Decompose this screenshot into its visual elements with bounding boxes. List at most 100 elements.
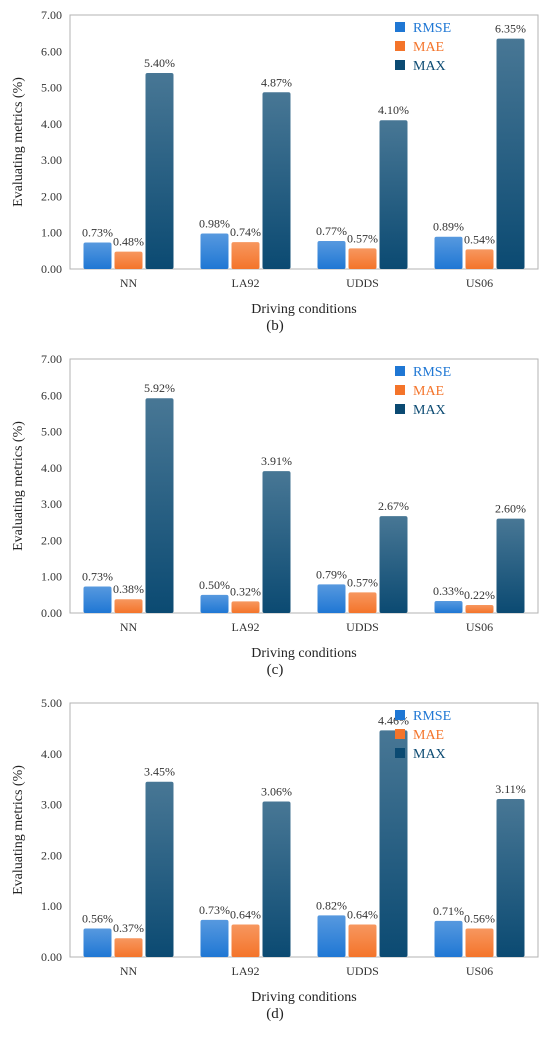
chart-c-legend-swatch-max	[395, 404, 405, 414]
chart-c-bar-max	[145, 398, 174, 613]
chart-d-data-label: 0.82%	[316, 898, 347, 912]
chart-b-data-label: 4.87%	[261, 75, 292, 89]
chart-c-legend-swatch-mae	[395, 385, 405, 395]
chart-d-bar-mae	[231, 924, 260, 957]
chart-b-plot: 0.00 1.00 2.00 3.00 4.00 5.00 6.00 7.00 Evaluati…	[11, 8, 539, 317]
chart-b-bar-max	[262, 92, 291, 269]
chart-c-legend-swatch-rmse	[395, 366, 405, 376]
chart-d-bar-rmse	[200, 919, 229, 957]
chart-b-xtick-label: US06	[466, 276, 493, 290]
chart-d-bar-rmse	[317, 915, 346, 957]
chart-b-data-label: 0.57%	[347, 231, 378, 245]
chart-b-bar-mae	[231, 242, 260, 269]
chart-d-data-label: 0.37%	[113, 921, 144, 935]
chart-d-bar-max	[262, 801, 291, 957]
chart-c-data-label: 0.57%	[347, 575, 378, 589]
chart-c-data-label: 2.60%	[495, 502, 526, 516]
chart-c-xtick-label: NN	[120, 620, 138, 634]
chart-b-bar-max	[379, 120, 408, 269]
chart-b-legend-label-mae: MAE	[413, 40, 444, 55]
chart-d-bar-max	[379, 730, 408, 957]
chart-d-legend-label-max: MAX	[413, 747, 446, 762]
chart-b-bar-mae	[114, 251, 143, 269]
chart-c-xtick-label: US06	[466, 620, 493, 634]
chart-c-bar-rmse	[200, 594, 229, 613]
chart-b-data-label: 6.35%	[495, 22, 526, 36]
chart-b-xtick-label: LA92	[232, 276, 260, 290]
chart-b-ytick-label: 3.00	[41, 153, 62, 167]
chart-d-xtick-label: NN	[120, 964, 138, 978]
chart-c-xtick-label: UDDS	[346, 620, 379, 634]
chart-c-data-label: 5.92%	[144, 381, 175, 395]
chart-d-bar-max	[145, 781, 174, 957]
chart-d-bar-mae	[348, 924, 377, 957]
chart-c-data-label: 2.67%	[378, 499, 409, 513]
chart-b-bar-max	[496, 38, 525, 270]
chart-b-bar-mae	[348, 248, 377, 269]
chart-b-ytick-label: 7.00	[41, 8, 62, 22]
chart-d-ytick-label: 5.00	[41, 696, 62, 710]
chart-d-data-label: 3.11%	[495, 782, 526, 796]
chart-b-ylabel: Evaluating metrics (%)	[11, 77, 26, 207]
chart-b-bar-rmse	[317, 241, 346, 269]
chart-d-data-label: 0.64%	[230, 907, 261, 921]
chart-c-bar-mae	[114, 599, 143, 613]
chart-c-data-label: 0.73%	[82, 570, 113, 584]
chart-d-plot: 0.00 1.00 2.00 3.00 4.00 5.00 Evaluating metri…	[11, 696, 539, 1005]
chart-c-data-label: 0.79%	[316, 567, 347, 581]
chart-d-data-label: 3.06%	[261, 785, 292, 799]
chart-c-data-label: 0.22%	[464, 588, 495, 602]
chart-c-ytick-label: 5.00	[41, 425, 62, 439]
chart-b-data-label: 0.89%	[433, 220, 464, 234]
chart-c-ytick-label: 4.00	[41, 461, 62, 475]
chart-c-ytick-label: 2.00	[41, 533, 62, 547]
chart-c-data-label: 0.50%	[199, 578, 230, 592]
chart-d-bar-mae	[465, 928, 494, 957]
chart-b-ytick-label: 2.00	[41, 189, 62, 203]
chart-d-data-label: 0.56%	[82, 912, 113, 926]
chart-c-ytick-label: 7.00	[41, 352, 62, 366]
chart-d-xtick-label: LA92	[232, 964, 260, 978]
chart-c-plot: 0.00 1.00 2.00 3.00 4.00 5.00 6.00 7.00 Evaluati…	[11, 352, 539, 661]
chart-d-bar-rmse	[434, 920, 463, 957]
chart-b-legend-label-max: MAX	[413, 59, 446, 74]
chart-c-data-label: 0.32%	[230, 584, 261, 598]
chart-d-data-label: 0.64%	[347, 907, 378, 921]
chart-d-data-label: 0.71%	[433, 904, 464, 918]
chart-c-data-label: 0.38%	[113, 582, 144, 596]
chart-b-data-label: 5.40%	[144, 56, 175, 70]
chart-c-bar-mae	[465, 605, 494, 613]
chart-d-legend-swatch-max	[395, 748, 405, 758]
chart-b-legend-swatch-max	[395, 60, 405, 70]
chart-b-legend-label-rmse: RMSE	[413, 21, 451, 36]
chart-c-ylabel: Evaluating metrics (%)	[11, 421, 26, 551]
chart-c-bar-mae	[231, 601, 260, 613]
chart-c-legend-label-mae: MAE	[413, 384, 444, 399]
chart-b-ytick-label: 6.00	[41, 44, 62, 58]
chart-d-ytick-label: 4.00	[41, 747, 62, 761]
chart-b-legend-swatch-mae	[395, 41, 405, 51]
chart-d-xtick-label: UDDS	[346, 964, 379, 978]
chart-c-ytick-label: 1.00	[41, 570, 62, 584]
chart-d-data-label: 3.45%	[144, 765, 175, 779]
chart-d-legend-label-rmse: RMSE	[413, 709, 451, 724]
chart-c-xtick-label: LA92	[232, 620, 260, 634]
chart-b-bar-rmse	[434, 236, 463, 269]
chart-b-bar-max	[145, 73, 174, 269]
chart-c-subtitle: (c)	[266, 662, 284, 678]
chart-c-bar-rmse	[434, 601, 463, 613]
chart-c-frame	[69, 358, 539, 614]
chart-b-data-label: 0.48%	[113, 235, 144, 249]
chart-b-ytick-label: 1.00	[41, 226, 62, 240]
chart-d-legend-label-mae: MAE	[413, 728, 444, 743]
chart-c-legend-label-rmse: RMSE	[413, 365, 451, 380]
chart-b-ytick-label: 4.00	[41, 117, 62, 131]
chart-b-xtick-label: NN	[120, 276, 138, 290]
chart-b-data-label: 0.77%	[316, 224, 347, 238]
chart-b-bar-rmse	[200, 233, 229, 269]
chart-d-xlabel: Driving conditions	[251, 990, 356, 1005]
chart-b-subtitle: (b)	[266, 318, 284, 334]
chart-c-data-label: 0.33%	[433, 584, 464, 598]
chart-d-ytick-label: 0.00	[41, 950, 62, 964]
chart-b-xlabel: Driving conditions	[251, 302, 356, 317]
